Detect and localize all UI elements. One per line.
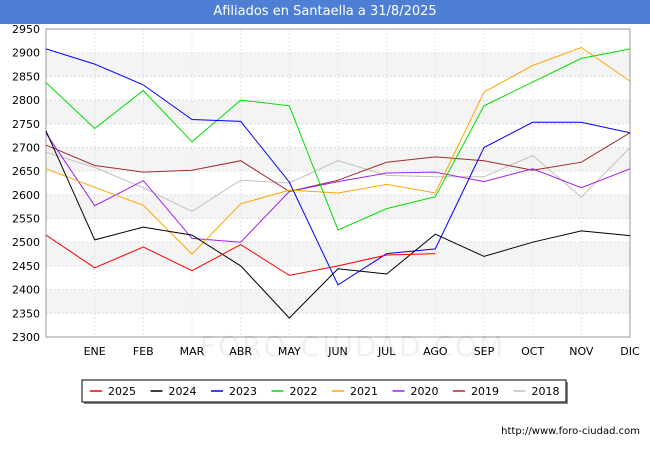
source-url: http://www.foro-ciudad.com [501,426,640,437]
x-tick-label: AGO [423,345,448,358]
y-tick-label: 2600 [12,189,40,202]
y-tick-label: 2300 [12,331,40,344]
grid-band [46,100,630,124]
legend-label-2023: 2023 [229,385,257,398]
legend-label-2021: 2021 [350,385,378,398]
plot-frame [45,28,631,338]
x-tick-label: ABR [229,345,252,358]
y-tick-label: 2550 [12,213,40,226]
grid-band [46,147,630,172]
x-tick-label: NOV [569,345,594,358]
series-line-2019 [45,132,631,193]
x-tick-label: SEP [474,345,495,358]
x-tick-label: JUN [327,345,348,358]
x-tick-label: DIC [620,345,640,358]
series-line-2021 [45,46,631,255]
legend-label-2018: 2018 [532,385,560,398]
series-line-2020 [45,132,631,243]
x-tick-label: OCT [521,345,544,358]
y-tick-label: 2700 [12,141,40,154]
grid-band [46,52,630,77]
x-tick-label: ENE [84,345,106,358]
x-tick-label: FEB [133,345,154,358]
x-tick-label: MAR [180,345,205,358]
y-tick-label: 2500 [12,236,40,249]
grid-band [46,76,630,101]
legend-label-2024: 2024 [169,385,197,398]
grid-band [46,123,630,148]
y-tick-label: 2650 [12,165,40,178]
y-axis-ticks: 2300 2350 2400 2450 2500 2550 2600 2650 2700 2750… [12,23,40,344]
chart-series [45,46,631,319]
series-line-2023 [45,48,631,286]
legend-label-2019: 2019 [471,385,499,398]
y-tick-label: 2900 [12,47,40,60]
series-line-2024 [45,130,631,319]
y-tick-label: 2400 [12,284,40,297]
series-line-2025 [45,234,436,276]
x-tick-label: MAY [278,345,301,358]
y-tick-label: 2750 [12,118,40,131]
watermark: FORO-CIUDAD.COM [200,330,506,363]
chart-grid [45,28,631,338]
x-tick-label: JUL [377,345,396,358]
series-line-2018 [45,147,631,212]
x-axis-ticks: ENE FEB MAR ABR MAY JUN JUL AGO SEP OCT NOV DIC [84,345,640,358]
legend-box [81,379,567,403]
chart-legend: 2025 2024 2023 2022 2021 2020 2019 2018 [81,379,568,404]
series-line-2022 [45,48,631,231]
y-tick-label: 2850 [12,70,40,83]
y-tick-label: 2800 [12,94,40,107]
legend-label-2025: 2025 [108,385,136,398]
y-tick-label: 2450 [12,260,40,273]
legend-label-2022: 2022 [290,385,318,398]
y-tick-label: 2350 [12,307,40,320]
legend-label-2020: 2020 [411,385,439,398]
chart-title: Afiliados en Santaella a 31/8/2025 [0,0,650,24]
y-tick-label: 2950 [12,23,40,36]
